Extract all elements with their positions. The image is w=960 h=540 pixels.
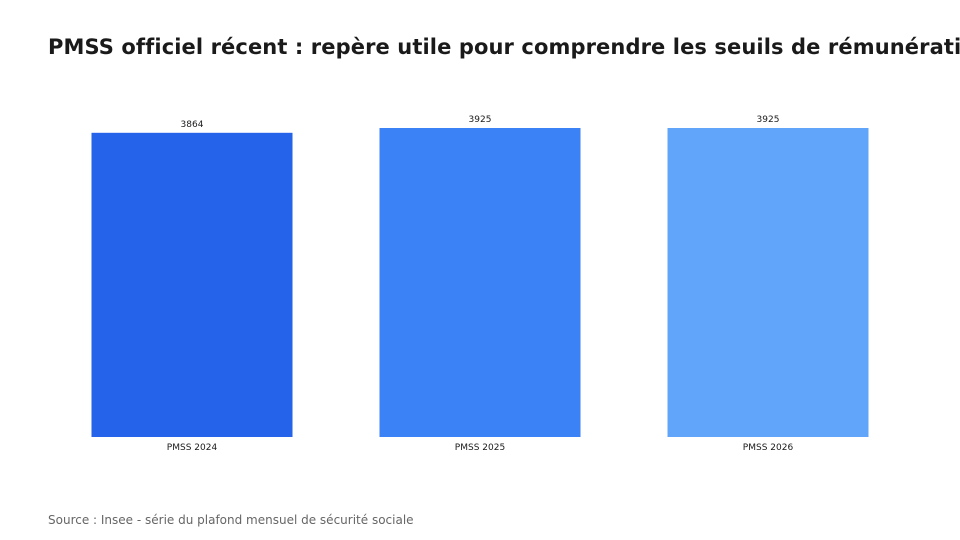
bar-pmss-2026 [667,128,869,437]
bar-pmss-2025 [379,128,581,437]
value-label: 3925 [469,115,492,125]
value-label: 3925 [757,115,780,125]
bar-pmss-2024 [91,132,293,437]
value-labels-group: 3864 3925 3925 [181,115,780,130]
category-label: PMSS 2025 [455,443,505,453]
category-label: PMSS 2024 [167,443,218,453]
chart-title: PMSS officiel récent : repère utile pour… [48,35,960,59]
source-note: Source : Insee - série du plafond mensue… [48,513,414,527]
bars-group [91,128,869,437]
value-label: 3864 [181,120,204,130]
category-label: PMSS 2026 [743,443,794,453]
category-labels-group: PMSS 2024 PMSS 2025 PMSS 2026 [167,443,794,453]
